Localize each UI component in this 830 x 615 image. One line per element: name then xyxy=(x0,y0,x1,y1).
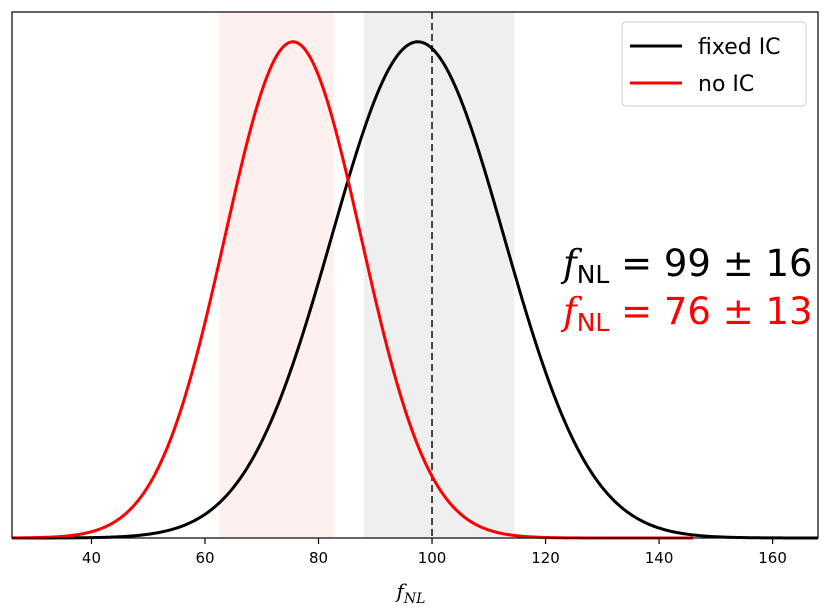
band-no-ic xyxy=(219,12,334,538)
curve-no-ic xyxy=(11,40,694,540)
x-axis-label: fNL xyxy=(395,579,426,607)
plot-frame xyxy=(11,11,819,539)
curve-fixed-ic xyxy=(12,40,818,540)
x-tick-label: 80 xyxy=(309,549,328,567)
confidence-bands xyxy=(219,12,515,538)
x-tick-label: 120 xyxy=(531,549,560,567)
annotation-no-ic: fNL = 76 ± 13 xyxy=(560,290,813,337)
band-fixed-ic xyxy=(363,12,515,538)
legend-box xyxy=(621,21,807,107)
x-axis-ticks: 40 60 80 100 120 140 160 xyxy=(82,538,787,567)
legend-label-fixed-ic: fixed IC xyxy=(698,35,781,60)
x-tick-label: 100 xyxy=(418,549,447,567)
x-tick-label: 60 xyxy=(195,549,214,567)
legend-label-no-ic: no IC xyxy=(698,72,754,97)
x-tick-label: 140 xyxy=(645,549,674,567)
annotation-fixed-ic: fNL = 99 ± 16 xyxy=(560,242,813,289)
x-tick-label: 40 xyxy=(82,549,101,567)
x-tick-label: 160 xyxy=(758,549,787,567)
legend: fixed IC no IC xyxy=(621,21,807,107)
